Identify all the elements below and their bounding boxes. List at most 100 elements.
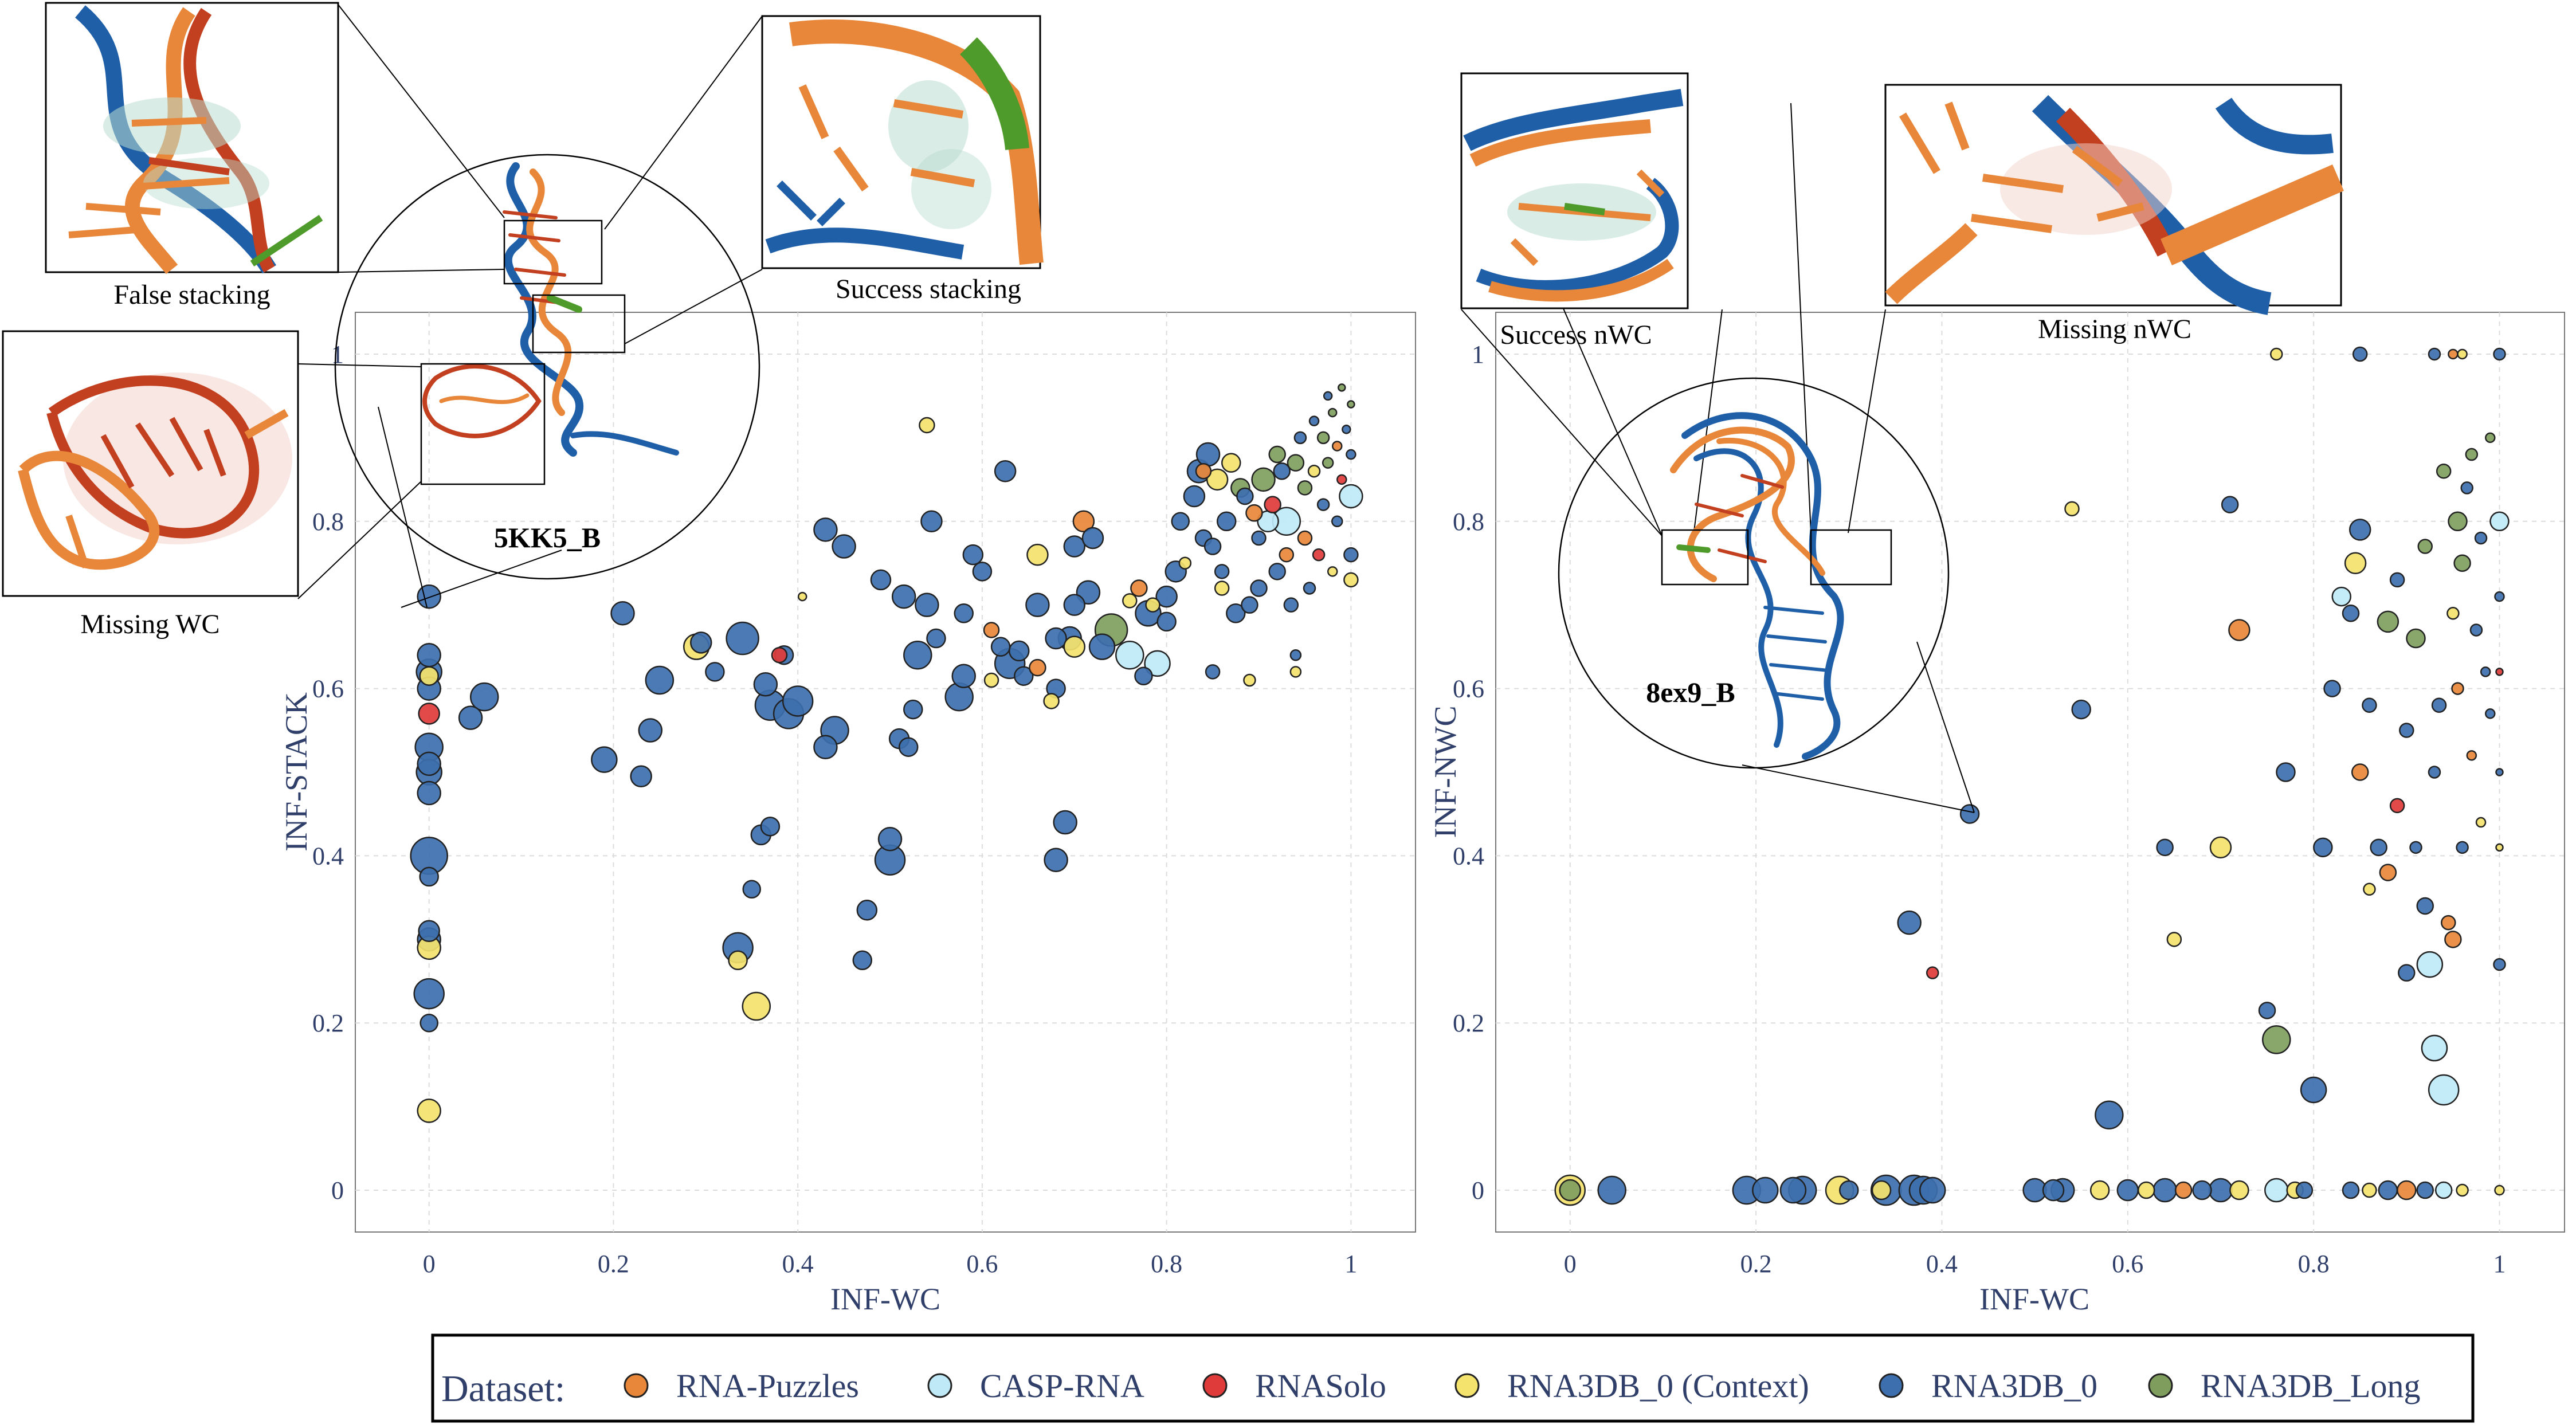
left-scatter-point: [903, 699, 923, 720]
legend-entry-label: RNA3DB_Long: [2201, 1367, 2420, 1405]
right-scatter-point: [1779, 1176, 1807, 1204]
inset-caption-success-nwc: Success nWC: [1500, 320, 1652, 350]
left-scatter-point: [903, 640, 932, 670]
left-scatter-point: [994, 460, 1017, 482]
right-scatter-point: [2228, 619, 2250, 641]
right-scatter-point: [2229, 1180, 2249, 1201]
right-scatter-point: [2493, 958, 2506, 971]
left-scatter-point: [1195, 462, 1212, 480]
right-scatter-point: [2495, 668, 2504, 676]
left-scatter-point: [1293, 431, 1307, 445]
right-scatter-point: [1839, 1180, 1859, 1201]
left-scatter-point: [1226, 603, 1246, 623]
left-scatter-point: [760, 817, 781, 837]
left-scatter-point: [1297, 530, 1313, 546]
right-scatter-point: [2342, 605, 2360, 622]
left-scatter-point: [1289, 666, 1302, 678]
left-scatter-point: [852, 950, 873, 971]
right-scatter-point: [2406, 628, 2426, 649]
left-scatter-point: [898, 737, 919, 757]
right-scatter-point: [2416, 951, 2444, 978]
right-scatter-point: [2485, 432, 2496, 444]
rna-3d-structure-icon: [422, 162, 679, 457]
left-scatter-point: [419, 866, 439, 887]
left-zoom-circle: [334, 154, 760, 580]
right-scatter-point: [1919, 1176, 1946, 1204]
right-scatter-point: [2474, 531, 2488, 545]
legend-title: Dataset:: [441, 1368, 565, 1410]
left-scatter-point: [1331, 515, 1343, 528]
left-scatter-point: [417, 780, 441, 806]
right-scatter-point: [2300, 1076, 2327, 1104]
left-y-tick-label: 1: [331, 340, 344, 368]
left-scatter-point: [1346, 449, 1356, 460]
right-x-tick-label: 0.2: [1740, 1250, 1772, 1278]
right-scatter-point: [2264, 1178, 2289, 1203]
left-scatter-point: [1241, 596, 1258, 614]
left-scatter-point: [419, 1013, 438, 1033]
left-scatter-point: [926, 628, 946, 649]
left-scatter-point: [728, 950, 748, 971]
right-scatter-point: [2348, 519, 2371, 541]
legend-entry-label: RNASolo: [1255, 1367, 1386, 1405]
left-scatter-point: [610, 601, 635, 626]
left-scatter-point: [1287, 454, 1305, 472]
left-scatter-point: [1155, 585, 1178, 608]
left-scatter-point: [1343, 547, 1359, 563]
left-scatter-point: [458, 705, 483, 730]
legend-marker: [1879, 1373, 1904, 1398]
right-scatter-point: [2416, 1181, 2434, 1199]
right-scatter-point: [2397, 1180, 2417, 1201]
left-inset-box-left: [420, 363, 546, 485]
right-pdb-label: 8ex9_B: [1646, 676, 1735, 708]
left-scatter-point: [1323, 391, 1333, 401]
left-x-tick-label: 0.8: [1151, 1250, 1182, 1278]
legend-entry-label: RNA-Puzzles: [676, 1367, 859, 1405]
left-scatter-point: [782, 685, 814, 717]
left-scatter-point: [1014, 666, 1034, 686]
left-scatter-point: [1342, 425, 1351, 434]
right-scatter-point: [2441, 915, 2456, 931]
right-scatter-point: [2258, 1002, 2276, 1019]
right-scatter-point: [1597, 1175, 1626, 1205]
left-y-axis-label: INF-STACK: [279, 692, 313, 852]
right-inset-box-right: [1810, 529, 1892, 586]
right-scatter-point: [2344, 552, 2367, 574]
legend-marker: [2148, 1373, 2173, 1398]
right-scatter-point: [2389, 798, 2405, 814]
left-scatter-point: [1338, 383, 1346, 392]
right-scatter-point: [2166, 932, 2182, 947]
left-scatter-point: [856, 900, 878, 921]
right-scatter-point: [2421, 1034, 2448, 1062]
left-scatter-point: [972, 562, 993, 582]
left-x-axis-label: INF-WC: [830, 1282, 940, 1316]
right-structure-annotation: 8ex9_B Success nWC Missing nWC: [1460, 72, 2344, 813]
right-scatter-point: [2494, 591, 2505, 602]
right-plot-area: 0 0 0.2 0.2 0.4 0.4 0.6 0.6 0.8 0.8 1 1: [1453, 312, 2565, 1278]
right-scatter-point: [2465, 448, 2479, 461]
left-scatter-point: [870, 569, 892, 591]
left-scatter-point: [1236, 487, 1254, 505]
inset-caption-missing-wc: Missing WC: [80, 609, 219, 640]
left-scatter-point: [915, 593, 939, 617]
left-scatter-point: [417, 751, 441, 776]
right-scatter-point: [2457, 348, 2468, 360]
right-scatter-point: [2377, 610, 2399, 633]
left-scatter-point: [832, 534, 856, 559]
right-scatter-point: [2409, 841, 2422, 854]
left-scatter-point: [1279, 547, 1295, 563]
right-scatter-point: [2071, 699, 2091, 720]
right-scatter-point: [2428, 1074, 2460, 1106]
left-scatter-point: [1303, 582, 1316, 595]
left-scatter-point: [1251, 467, 1276, 492]
left-x-tick-label: 0: [423, 1250, 436, 1278]
left-scatter-point: [1327, 407, 1338, 418]
left-scatter-point: [1081, 527, 1104, 550]
right-scatter-point: [2262, 1025, 2291, 1054]
legend-marker: [1454, 1373, 1480, 1398]
left-scatter-point: [1297, 480, 1313, 496]
legend-entry-label: RNA3DB_0 (Context): [1507, 1367, 1809, 1405]
left-x-tick-label: 0.6: [966, 1250, 998, 1278]
right-scatter-point: [2209, 836, 2232, 859]
inset-success-nwc: [1460, 72, 1689, 309]
